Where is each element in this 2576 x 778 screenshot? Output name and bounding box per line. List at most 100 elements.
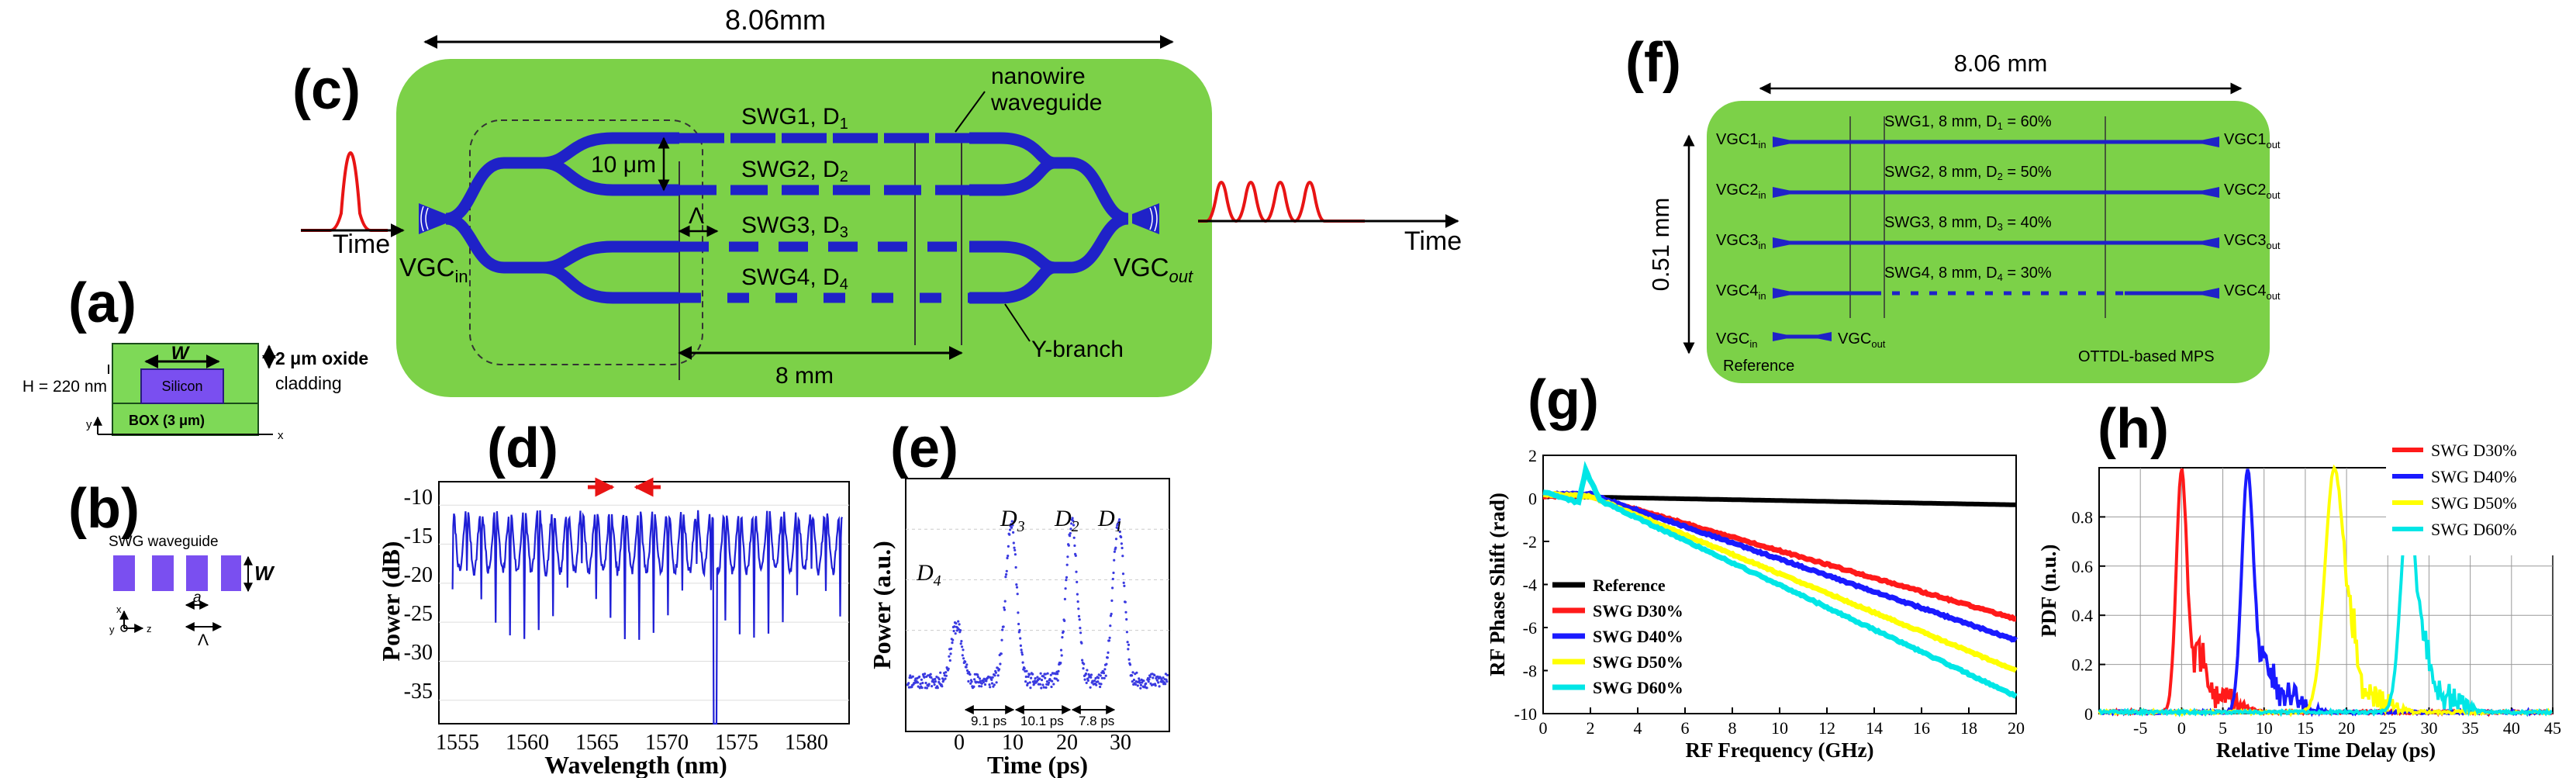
- swg3-label: SWG3, D3: [741, 213, 848, 241]
- e-scatter-point: [1056, 673, 1059, 676]
- e-scatter-point: [1123, 584, 1126, 588]
- panel-f: (f) 8.06 mm 0.51 mm VGC1in: [1625, 32, 2281, 383]
- e-scatter-point: [1127, 643, 1131, 646]
- e-scatter-point: [1013, 546, 1016, 549]
- e-scatter-point: [1038, 677, 1041, 680]
- vgc-out-label: VGCout: [1114, 253, 1193, 286]
- e-scatter-point: [1084, 672, 1088, 676]
- h-ytick-label: 0.8: [2072, 507, 2094, 527]
- e-scatter-point: [978, 677, 982, 680]
- e-scatter-point: [1067, 544, 1070, 547]
- f-ref-vgc-in: VGCin: [1716, 330, 1757, 350]
- svg-text:VGC2in: VGC2in: [1716, 182, 1766, 201]
- time-in-label: Time: [333, 230, 390, 259]
- svg-text:z: z: [147, 623, 152, 635]
- e-scatter-point: [1011, 524, 1014, 527]
- e-scatter-point: [1162, 676, 1165, 679]
- h-xtick-label: 10: [2256, 718, 2273, 738]
- e-scatter-point: [990, 682, 994, 685]
- e-scatter-point: [1018, 628, 1021, 632]
- g-ytick-label: -10: [1514, 704, 1537, 724]
- svg-text:1580: 1580: [785, 731, 828, 755]
- e-scatter-point: [1074, 554, 1077, 558]
- output-pulses: [1198, 181, 1365, 223]
- e-scatter-point: [1142, 679, 1145, 683]
- g-xtick-label: 18: [1960, 718, 1977, 738]
- e-scatter-point: [1003, 606, 1006, 609]
- e-scatter-point: [1131, 680, 1134, 683]
- svg-text:D1: D1: [1097, 506, 1123, 535]
- e-scatter-point: [1158, 685, 1161, 688]
- e-scatter-point: [1045, 686, 1048, 690]
- svg-text:1560: 1560: [506, 731, 549, 755]
- e-scatter-point: [931, 685, 934, 688]
- e-scatter-point: [1157, 681, 1160, 684]
- e-scatter-point: [1075, 570, 1078, 573]
- panel-d: (d) 1555 1560 1565 1570 1575 1580 -10 -1…: [377, 417, 850, 778]
- e-scatter-point: [909, 674, 912, 677]
- e-scatter-point: [1100, 683, 1103, 686]
- e-scatter-point: [1019, 644, 1022, 648]
- e-scatter-point: [962, 648, 965, 652]
- g-xtick-label: 12: [1818, 718, 1835, 738]
- vgc-in-label: VGCin: [399, 253, 468, 286]
- e-scatter-point: [1107, 639, 1110, 642]
- e-scatter-point: [944, 674, 948, 677]
- e-scatter-point: [1023, 667, 1026, 670]
- e-scatter-point: [1135, 671, 1138, 674]
- e-scatter-point: [1059, 662, 1062, 665]
- e-scatter-point: [1099, 674, 1102, 677]
- e-scatter-point: [951, 638, 955, 641]
- d-plot-frame: [438, 481, 850, 724]
- g-legend-label: SWG D50%: [1593, 652, 1683, 672]
- input-pulse: [301, 150, 388, 232]
- e-scatter-point: [1076, 580, 1079, 584]
- e-scatter-point: [1006, 556, 1009, 560]
- e-scatter-point: [1083, 662, 1086, 666]
- e-scatter-point: [1138, 679, 1141, 683]
- g-legend-label: SWG D30%: [1593, 601, 1683, 621]
- e-scatter-point: [957, 620, 960, 623]
- e-scatter-point: [1042, 686, 1045, 689]
- e-scatter-point: [1000, 652, 1003, 655]
- e-scatter-point: [948, 655, 951, 658]
- e-scatter-point: [938, 678, 941, 681]
- e-scatter-point: [1007, 555, 1010, 558]
- e-scatter-point: [1165, 678, 1168, 681]
- e-scatter-point: [1165, 673, 1169, 677]
- e-scatter-point: [1051, 679, 1054, 683]
- e-scatter-point: [1064, 587, 1067, 590]
- e-scatter-point: [1007, 545, 1010, 548]
- splitter-tree: [444, 132, 1130, 304]
- chart-h: -5 0 5 10 15 20 25 30 35 40 45 0 0.2 0.4 0.6 0.8 Relativ…: [2037, 439, 2561, 762]
- e-scatter-point: [973, 678, 976, 681]
- e-scatter-point: [1089, 673, 1093, 676]
- e-scatter-point: [1026, 682, 1029, 685]
- e-scatter-point: [1072, 519, 1075, 523]
- svg-text:-10: -10: [404, 486, 433, 510]
- e-scatter-point: [958, 629, 962, 632]
- h-legend-label: SWG D40%: [2431, 467, 2517, 486]
- swg-arm-labels: SWG1, D1 SWG2, D2 SWG3, D3 SWG4, D4: [741, 104, 848, 293]
- e-scatter-point: [1024, 675, 1027, 679]
- e-scatter-point: [1113, 550, 1116, 553]
- time-out-label: Time: [1404, 226, 1462, 256]
- g-xtick-label: 10: [1771, 718, 1788, 738]
- e-scatter-point: [1034, 677, 1037, 680]
- h-ylabel: PDF (n.u.): [2037, 545, 2060, 638]
- panel-f-label: (f): [1625, 32, 1681, 94]
- e-scatter-point: [953, 625, 956, 628]
- e-scatter-point: [1085, 681, 1088, 685]
- svg-text:1565: 1565: [575, 731, 619, 755]
- e-scatter-point: [918, 675, 921, 679]
- e-scatter-point: [1131, 671, 1134, 674]
- e-scatter-point: [930, 676, 933, 679]
- e-scatter-point: [1060, 654, 1063, 657]
- e-scatter-point: [1017, 622, 1020, 626]
- h-legend-label: SWG D30%: [2431, 441, 2517, 460]
- e-scatter-point: [1062, 630, 1065, 633]
- oxide-label: 2 μm oxide: [275, 348, 368, 368]
- nanowire-label: nanowire: [991, 64, 1086, 89]
